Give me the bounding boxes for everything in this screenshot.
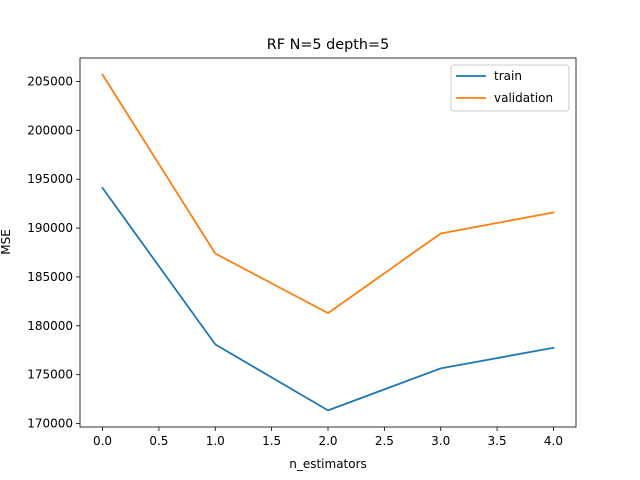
legend: train validation (450, 64, 570, 112)
y-tick-label: 205000 (27, 74, 73, 88)
x-tick-label: 4.0 (544, 434, 563, 448)
y-axis-label: MSE (0, 229, 13, 255)
x-tick-label: 1.5 (262, 434, 281, 448)
x-tick-label: 0.5 (149, 434, 168, 448)
y-tick-label: 180000 (27, 319, 73, 333)
series-line-validation (101, 73, 555, 315)
y-tick-label: 200000 (27, 123, 73, 137)
legend-label-validation: validation (494, 91, 553, 105)
y-tick-label: 195000 (27, 172, 73, 186)
y-axis-ticks: 170000 175000 180000 185000 190000 195000 2000… (27, 74, 80, 431)
x-tick-label: 3.0 (431, 434, 450, 448)
y-tick-label: 170000 (27, 417, 73, 431)
series-line-train (101, 186, 555, 412)
x-tick-label: 2.5 (375, 434, 394, 448)
y-tick-label: 190000 (27, 221, 73, 235)
y-tick-label: 185000 (27, 270, 73, 284)
x-tick-label: 3.5 (488, 434, 507, 448)
y-tick-label: 175000 (27, 368, 73, 382)
chart-title: RF N=5 depth=5 (267, 37, 390, 53)
x-axis-ticks: 0.0 0.5 1.0 1.5 2.0 2.5 3.0 3.5 4.0 (93, 427, 563, 448)
series-layer (101, 73, 555, 412)
x-axis-label: n_estimators (289, 457, 367, 471)
x-tick-label: 0.0 (93, 434, 112, 448)
legend-label-train: train (494, 69, 522, 83)
x-tick-label: 2.0 (318, 434, 337, 448)
x-tick-label: 1.0 (206, 434, 225, 448)
plot-area-frame (79, 57, 577, 428)
